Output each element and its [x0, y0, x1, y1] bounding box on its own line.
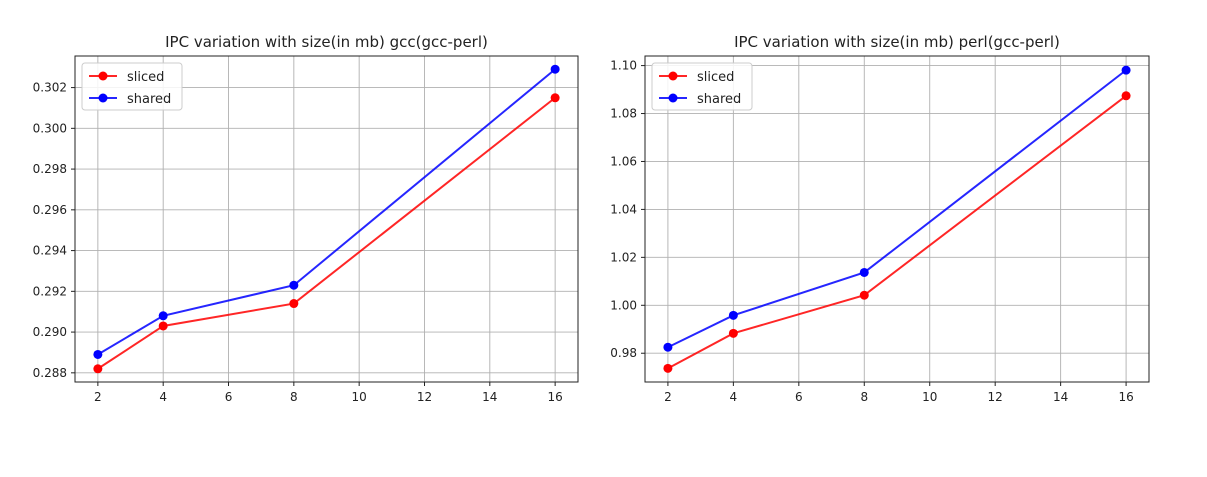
- x-tick-label: 10: [922, 390, 937, 404]
- series-line-shared: [97, 68, 556, 356]
- x-tick-label: 12: [417, 390, 432, 404]
- legend-marker-sliced: [98, 71, 108, 81]
- x-tick-label: 2: [664, 390, 672, 404]
- data-point-sliced: [1121, 91, 1131, 101]
- data-point-shared: [289, 280, 299, 290]
- data-point-shared: [663, 342, 673, 352]
- x-tick-label: 4: [159, 390, 167, 404]
- x-tick-label: 16: [547, 390, 562, 404]
- legend-label-shared: shared: [697, 92, 741, 107]
- x-tick-label: 8: [290, 390, 298, 404]
- x-tick-label: 12: [988, 390, 1003, 404]
- x-tick-label: 14: [482, 390, 497, 404]
- x-tick-label: 2: [94, 390, 102, 404]
- data-point-shared: [158, 311, 168, 321]
- y-tick-label: 0.290: [33, 325, 67, 339]
- y-tick-label: 0.292: [33, 284, 67, 298]
- data-point-sliced: [550, 93, 560, 103]
- plot-frame: [644, 55, 1150, 383]
- data-point-sliced: [663, 363, 673, 373]
- series-line-sliced: [97, 96, 556, 370]
- data-point-shared: [93, 349, 103, 359]
- legend: sliced shared: [651, 62, 753, 111]
- series-line-shared: [667, 69, 1127, 349]
- legend-marker-shared: [98, 93, 108, 103]
- x-tick-label: 8: [860, 390, 868, 404]
- data-point-sliced: [859, 290, 869, 300]
- y-tick-label: 1.08: [610, 107, 637, 121]
- data-point-sliced: [93, 364, 103, 374]
- chart-2: 2 4 6 8 10 12 14 16 0.98 1.00 1.02 1.04 1.06 1.08 1.10…: [610, 33, 1150, 404]
- legend-marker-sliced: [668, 71, 678, 81]
- y-tick-label: 0.300: [33, 121, 67, 135]
- series-line-sliced: [667, 94, 1127, 370]
- y-tick-label: 0.294: [33, 244, 67, 258]
- legend: sliced shared: [81, 62, 183, 111]
- data-point-shared: [859, 267, 869, 277]
- x-tick-label: 14: [1053, 390, 1068, 404]
- legend-label-sliced: sliced: [127, 70, 164, 85]
- data-point-shared: [1121, 65, 1131, 75]
- legend-label-sliced: sliced: [697, 70, 734, 85]
- y-tick-label: 1.04: [610, 202, 637, 216]
- y-tick-label: 0.298: [33, 162, 67, 176]
- chart-title: IPC variation with size(in mb) perl(gcc-…: [734, 33, 1060, 51]
- data-point-sliced: [728, 328, 738, 338]
- x-tick-label: 10: [352, 390, 367, 404]
- data-point-sliced: [158, 321, 168, 331]
- y-tick-label: 1.10: [610, 59, 637, 73]
- y-tick-label: 0.302: [33, 81, 67, 95]
- y-tick-label: 0.296: [33, 203, 67, 217]
- plot-frame: [74, 55, 579, 383]
- chart-title: IPC variation with size(in mb) gcc(gcc-p…: [165, 33, 488, 51]
- legend-marker-shared: [668, 93, 678, 103]
- x-tick-label: 6: [225, 390, 233, 404]
- data-point-shared: [728, 310, 738, 320]
- y-tick-label: 0.288: [33, 366, 67, 380]
- data-point-shared: [550, 64, 560, 74]
- x-tick-label: 16: [1118, 390, 1133, 404]
- y-tick-label: 1.06: [610, 154, 637, 168]
- x-tick-label: 4: [730, 390, 738, 404]
- y-tick-label: 1.02: [610, 250, 637, 264]
- data-point-sliced: [289, 299, 299, 309]
- x-tick-label: 6: [795, 390, 803, 404]
- legend-label-shared: shared: [127, 92, 171, 107]
- y-tick-label: 1.00: [610, 298, 637, 312]
- y-tick-label: 0.98: [610, 346, 637, 360]
- chart-1: 2 4 6 8 10 12 14 16 0.288 0.290 0.292 0.294 0.296 0.2…: [33, 33, 579, 404]
